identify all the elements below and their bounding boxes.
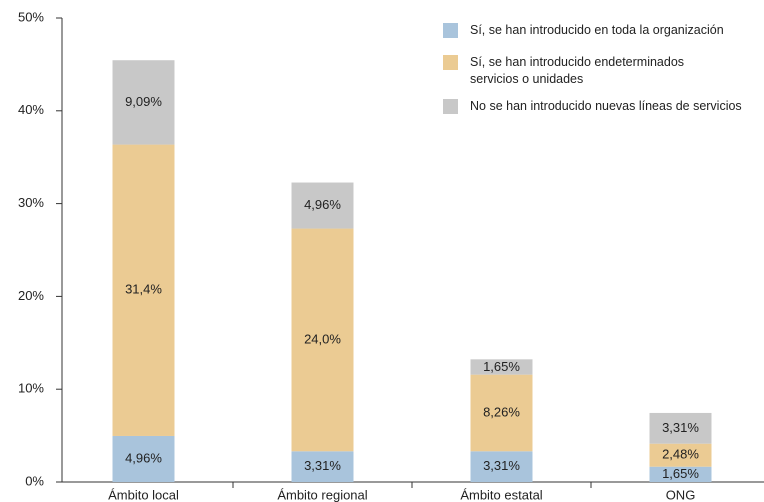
y-tick-label: 40% [18,102,44,117]
bar-segment [112,435,175,482]
bar-segment [112,144,175,436]
data-label: 2,48% [662,447,699,462]
bar-segment [291,228,354,452]
data-label: 8,26% [483,404,520,419]
data-label: 4,96% [304,197,341,212]
bar-segment [649,466,712,482]
y-tick-label: 30% [18,195,44,210]
data-label: 1,65% [662,466,699,481]
x-tick-label: Ámbito estatal [460,487,542,502]
data-label: 1,65% [483,359,520,374]
legend-item: No se han introducido nuevas líneas de s… [443,98,760,115]
bar-segment [470,374,533,452]
bar-segment [649,412,712,444]
y-tick-label: 50% [18,9,44,24]
x-tick-label: Ámbito local [108,487,179,502]
data-label: 9,09% [125,94,162,109]
x-tick-label: ONG [666,487,696,502]
data-label: 3,31% [483,458,520,473]
legend-swatch [443,23,458,38]
legend-swatch [443,99,458,114]
bar-segment [649,443,712,467]
bar-segment [470,451,533,482]
data-label: 4,96% [125,450,162,465]
bar-segment [112,60,175,145]
bar-segment [291,451,354,482]
bar-segment [470,359,533,375]
legend-item: Sí, se han introducido endeterminados se… [443,54,710,88]
data-label: 3,31% [662,420,699,435]
data-label: 24,0% [304,331,341,346]
y-tick-label: 10% [18,381,44,396]
bar-segment [291,182,354,229]
legend-label: No se han introducido nuevas líneas de s… [470,99,742,113]
data-label: 3,31% [304,458,341,473]
legend-label: Sí, se han introducido en toda la organi… [470,23,724,37]
legend-swatch [443,55,458,70]
legend-label: Sí, se han introducido endeterminados se… [470,55,685,86]
data-label: 31,4% [125,282,162,297]
y-tick-label: 20% [18,288,44,303]
x-tick-label: Ámbito regional [277,487,367,502]
legend-item: Sí, se han introducido en toda la organi… [443,22,760,39]
y-tick-label: 0% [25,473,44,488]
